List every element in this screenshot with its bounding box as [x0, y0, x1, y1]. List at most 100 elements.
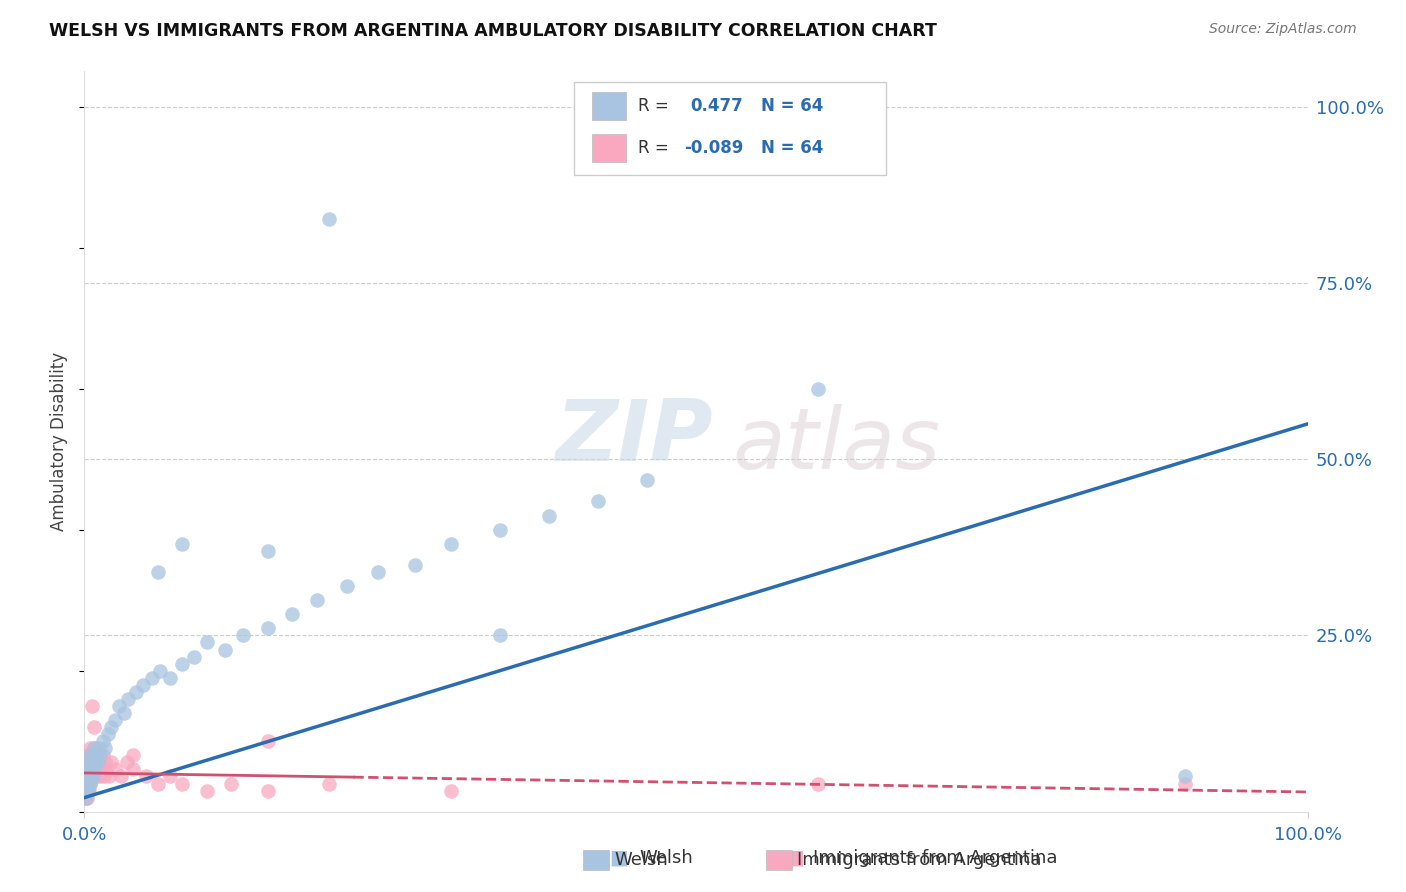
Point [97, 727, 120, 741]
Point [159, 769, 181, 783]
Point [104, 713, 127, 727]
Point [83, 741, 105, 756]
Point [107, 698, 129, 713]
Point [135, 769, 157, 783]
Point [75, 776, 97, 790]
Point [75, 790, 97, 805]
Text: R =: R = [638, 97, 669, 115]
Point [305, 593, 328, 607]
Point [90, 763, 112, 777]
Point [83, 763, 105, 777]
Point [79, 741, 101, 756]
Point [86, 748, 108, 763]
Point [82, 748, 104, 763]
Point [75, 776, 97, 790]
Point [122, 763, 145, 777]
Point [104, 763, 127, 777]
Point [77, 756, 100, 770]
Text: Welsh: Welsh [614, 851, 668, 869]
Point [96, 763, 118, 777]
Point [77, 769, 100, 783]
Point [80, 756, 103, 770]
Point [77, 776, 100, 790]
Point [122, 748, 145, 763]
Point [89, 748, 111, 763]
Point [77, 763, 100, 777]
Point [489, 523, 512, 537]
Point [93, 769, 115, 783]
Point [172, 537, 194, 551]
Point [76, 763, 98, 777]
Point [77, 748, 100, 763]
Point [172, 776, 194, 790]
Text: Source: ZipAtlas.com: Source: ZipAtlas.com [1209, 22, 1357, 37]
Point [77, 776, 100, 790]
Point [76, 783, 98, 797]
Y-axis label: Ambulatory Disability: Ambulatory Disability [51, 352, 69, 531]
Point [94, 741, 117, 756]
Point [440, 537, 463, 551]
Point [172, 657, 194, 671]
Point [76, 769, 98, 783]
Point [76, 769, 98, 783]
Point [79, 769, 101, 783]
Point [1174, 776, 1197, 790]
Point [149, 664, 172, 678]
Point [125, 685, 148, 699]
Point [84, 756, 107, 770]
Point [257, 734, 280, 748]
Point [77, 783, 100, 797]
Point [77, 756, 100, 770]
Point [75, 769, 97, 783]
Point [219, 776, 242, 790]
Text: Immigrants from Argentina: Immigrants from Argentina [797, 851, 1042, 869]
Point [146, 776, 169, 790]
Point [636, 473, 658, 487]
Point [82, 769, 104, 783]
Point [318, 212, 340, 227]
Point [89, 769, 111, 783]
Point [146, 565, 169, 579]
Point [75, 790, 97, 805]
Point [87, 763, 110, 777]
FancyBboxPatch shape [592, 92, 626, 120]
Point [112, 706, 135, 720]
Point [76, 776, 98, 790]
Point [132, 678, 155, 692]
Point [214, 642, 236, 657]
Point [807, 382, 830, 396]
Point [76, 783, 98, 797]
Point [75, 756, 97, 770]
Point [82, 769, 104, 783]
Point [367, 565, 389, 579]
FancyBboxPatch shape [592, 135, 626, 162]
Point [195, 635, 218, 649]
Point [195, 783, 218, 797]
Text: N = 64: N = 64 [761, 139, 823, 157]
Text: -0.089: -0.089 [683, 139, 744, 157]
Point [440, 783, 463, 797]
Point [115, 756, 138, 770]
Point [80, 769, 103, 783]
Point [83, 741, 105, 756]
Point [80, 756, 103, 770]
Point [91, 748, 114, 763]
Point [79, 756, 101, 770]
Point [117, 692, 139, 706]
Point [76, 776, 98, 790]
Point [257, 783, 280, 797]
Point [318, 776, 340, 790]
Point [83, 763, 105, 777]
Text: Welsh: Welsh [640, 849, 693, 867]
Point [807, 776, 830, 790]
Point [77, 769, 100, 783]
Point [77, 763, 100, 777]
Point [86, 748, 108, 763]
Point [87, 741, 110, 756]
Point [76, 763, 98, 777]
Point [84, 756, 107, 770]
Point [82, 748, 104, 763]
Point [76, 790, 98, 805]
Point [281, 607, 304, 622]
Point [232, 628, 254, 642]
